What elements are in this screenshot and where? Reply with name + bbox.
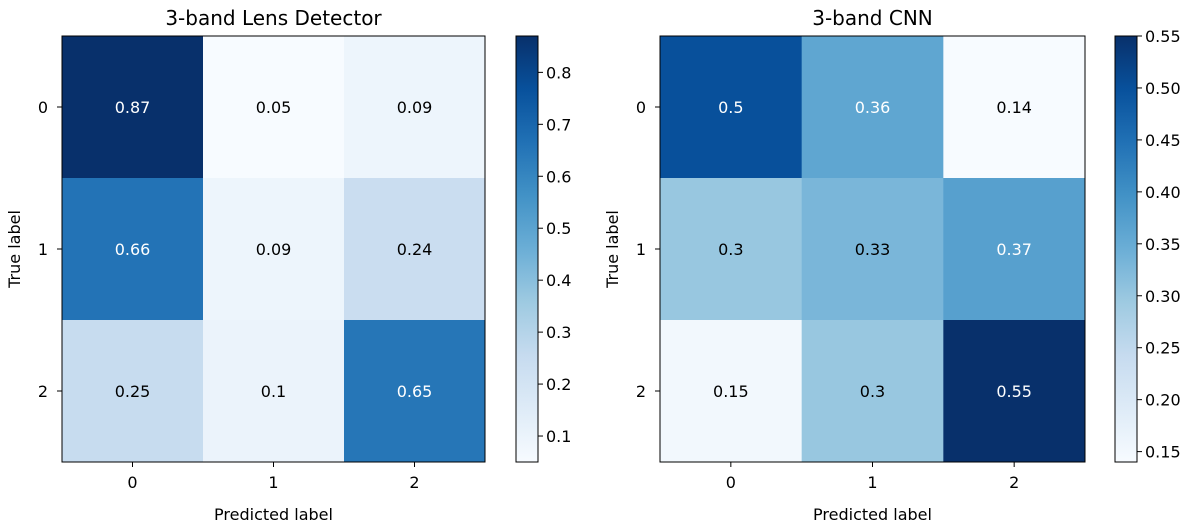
colorbar-tick-label: 0.35 bbox=[1145, 235, 1181, 254]
confusion-matrix-panel-1: 0.5 0.36 0.14 0.3 0.33 0.37 0.15 0.3 0.55 0 1 2 0 1 2 3… bbox=[603, 6, 1181, 524]
heatmap-cell bbox=[203, 178, 345, 321]
y-tick-label: 1 bbox=[38, 240, 48, 259]
cell-value-label: 0.37 bbox=[996, 240, 1032, 259]
cell-value-label: 0.14 bbox=[996, 98, 1032, 117]
heatmap-cell bbox=[943, 178, 1086, 321]
y-axis-label: True label bbox=[5, 210, 24, 289]
x-axis-label: Predicted label bbox=[214, 505, 333, 524]
x-axis-label: Predicted label bbox=[813, 505, 932, 524]
cell-value-label: 0.09 bbox=[256, 240, 292, 259]
heatmap-cell bbox=[62, 320, 204, 463]
cell-value-label: 0.36 bbox=[855, 98, 891, 117]
colorbar-tick-label: 0.25 bbox=[1145, 339, 1181, 358]
heatmap-cell bbox=[203, 320, 345, 463]
colorbar-tick-label: 0.50 bbox=[1145, 79, 1181, 98]
colorbar-tick-label: 0.7 bbox=[546, 115, 571, 134]
heatmap-cell bbox=[801, 36, 944, 179]
heatmap-cell bbox=[660, 320, 803, 463]
colorbar-tick-label: 0.3 bbox=[546, 323, 571, 342]
heatmap-cell bbox=[660, 36, 803, 179]
y-tick-label: 1 bbox=[636, 240, 646, 259]
colorbar bbox=[1114, 35, 1138, 463]
cell-value-label: 0.24 bbox=[397, 240, 433, 259]
y-tick-label: 0 bbox=[38, 98, 48, 117]
colorbar-tick-label: 0.1 bbox=[546, 427, 571, 446]
colorbar-tick-label: 0.55 bbox=[1145, 27, 1181, 46]
chart-title: 3-band CNN bbox=[812, 6, 933, 30]
colorbar-tick-label: 0.5 bbox=[546, 219, 571, 238]
cell-value-label: 0.15 bbox=[713, 382, 749, 401]
colorbar-tick-label: 0.30 bbox=[1145, 287, 1181, 306]
cell-value-label: 0.65 bbox=[397, 382, 433, 401]
cell-value-label: 0.3 bbox=[718, 240, 743, 259]
cell-value-label: 0.87 bbox=[115, 98, 151, 117]
x-tick-label: 2 bbox=[409, 473, 419, 492]
cell-value-label: 0.05 bbox=[256, 98, 292, 117]
cell-value-label: 0.33 bbox=[855, 240, 891, 259]
heatmap-cell bbox=[943, 36, 1086, 179]
cell-value-label: 0.66 bbox=[115, 240, 151, 259]
colorbar-tick-label: 0.2 bbox=[546, 375, 571, 394]
heatmap-cell bbox=[203, 36, 345, 179]
x-tick-label: 0 bbox=[726, 473, 736, 492]
heatmap-cell bbox=[344, 36, 486, 179]
x-tick-label: 0 bbox=[127, 473, 137, 492]
heatmap-cell bbox=[801, 320, 944, 463]
heatmap-cell bbox=[801, 178, 944, 321]
heatmap-cell bbox=[344, 320, 486, 463]
heatmap-cell bbox=[943, 320, 1086, 463]
cell-value-label: 0.09 bbox=[397, 98, 433, 117]
chart-title: 3-band Lens Detector bbox=[165, 6, 382, 30]
heatmap-cell bbox=[62, 36, 204, 179]
colorbar bbox=[515, 35, 539, 463]
heatmap-cell bbox=[344, 178, 486, 321]
y-tick-label: 0 bbox=[636, 98, 646, 117]
colorbar-tick-label: 0.45 bbox=[1145, 131, 1181, 150]
x-tick-label: 1 bbox=[867, 473, 877, 492]
y-tick-label: 2 bbox=[636, 382, 646, 401]
colorbar-tick-label: 0.4 bbox=[546, 271, 571, 290]
cell-value-label: 0.25 bbox=[115, 382, 151, 401]
cell-value-label: 0.55 bbox=[996, 382, 1032, 401]
cell-value-label: 0.1 bbox=[261, 382, 286, 401]
confusion-matrix-panel-0: 0.87 0.05 0.09 0.66 0.09 0.24 0.25 0.1 0.65 0 1 2 0 1… bbox=[5, 6, 571, 524]
heatmap-cell bbox=[660, 178, 803, 321]
colorbar-tick-label: 0.40 bbox=[1145, 183, 1181, 202]
y-axis-label: True label bbox=[603, 210, 622, 289]
heatmap-cell bbox=[62, 178, 204, 321]
colorbar-tick-label: 0.15 bbox=[1145, 443, 1181, 462]
colorbar-tick-label: 0.6 bbox=[546, 167, 571, 186]
y-tick-label: 2 bbox=[38, 382, 48, 401]
x-tick-label: 1 bbox=[268, 473, 278, 492]
colorbar-tick-label: 0.8 bbox=[546, 63, 571, 82]
cell-value-label: 0.3 bbox=[860, 382, 885, 401]
x-tick-label: 2 bbox=[1009, 473, 1019, 492]
colorbar-tick-label: 0.20 bbox=[1145, 391, 1181, 410]
cell-value-label: 0.5 bbox=[718, 98, 743, 117]
